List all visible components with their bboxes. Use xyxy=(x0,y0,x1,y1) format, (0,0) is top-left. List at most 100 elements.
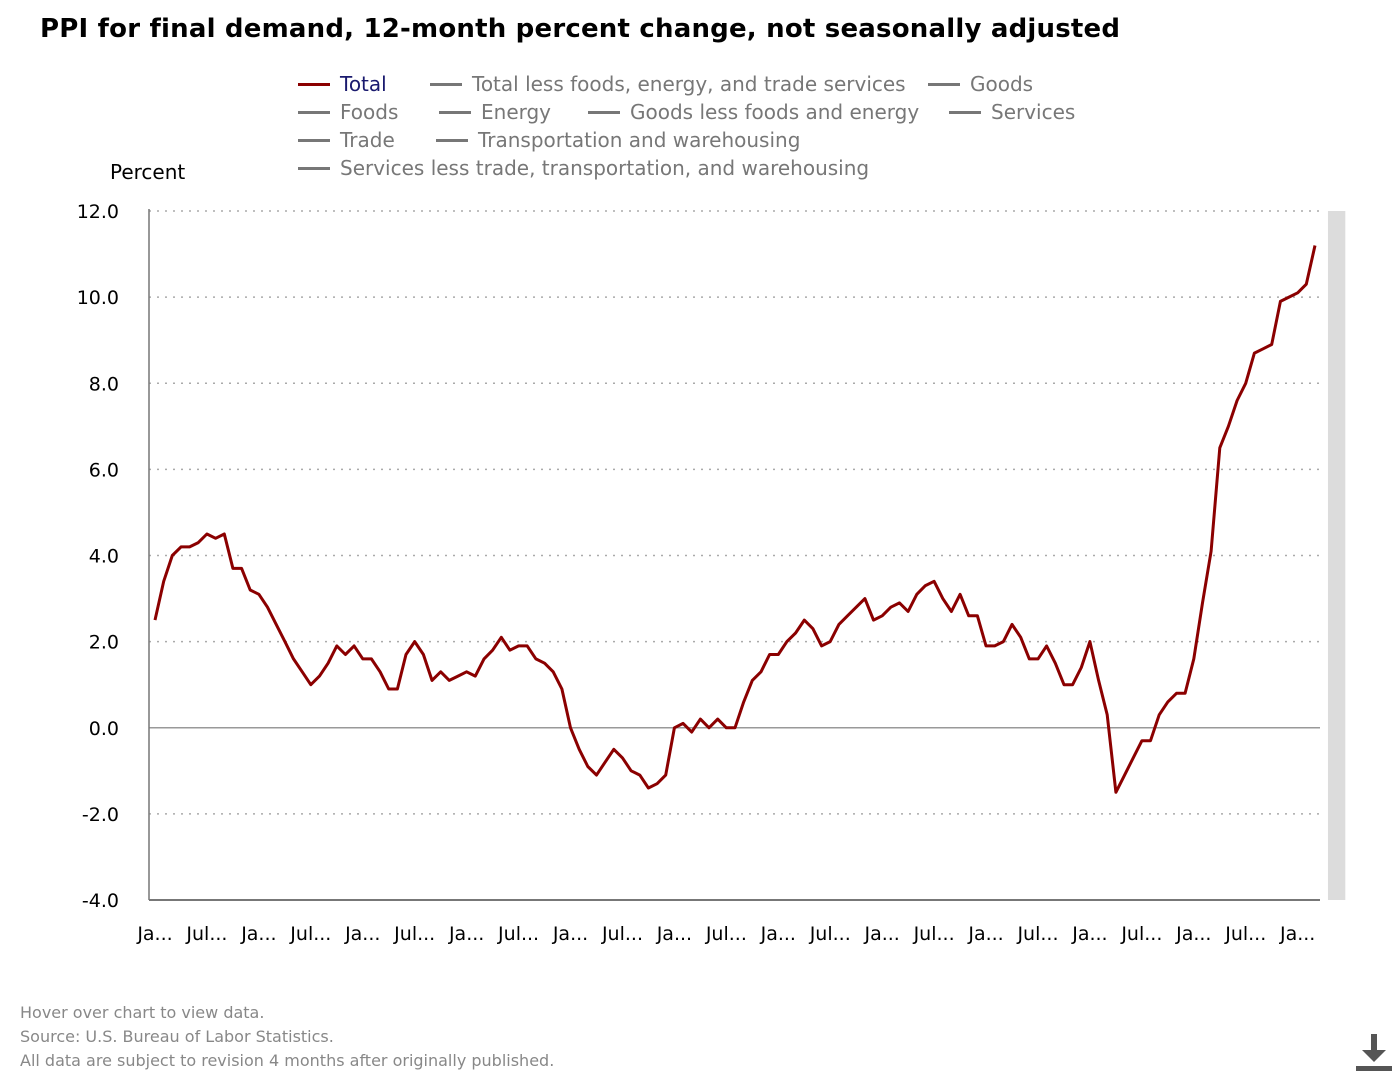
data-point xyxy=(230,565,236,571)
data-point xyxy=(827,639,833,645)
x-tick-label: Jul... xyxy=(497,923,539,945)
data-point xyxy=(1139,738,1145,744)
legend-item-services[interactable]: Services xyxy=(949,100,1075,124)
data-point xyxy=(611,746,617,752)
data-point xyxy=(1251,350,1257,356)
data-point xyxy=(871,617,877,623)
legend-item-transportation-warehousing[interactable]: Transportation and warehousing xyxy=(436,128,800,152)
x-tick-label: Ja... xyxy=(344,923,380,945)
data-point xyxy=(446,677,452,683)
x-tick-label: Jul... xyxy=(393,923,435,945)
data-point xyxy=(1208,548,1214,554)
data-point xyxy=(550,669,556,675)
data-point xyxy=(931,578,937,584)
data-point xyxy=(1000,639,1006,645)
data-point xyxy=(715,716,721,722)
legend-label: Services less trade, transportation, and… xyxy=(340,156,870,180)
x-tick-label: Ja... xyxy=(863,923,899,945)
data-point xyxy=(948,609,954,615)
data-point xyxy=(689,729,695,735)
legend-swatch xyxy=(588,110,620,114)
data-point xyxy=(472,673,478,679)
data-point xyxy=(291,656,297,662)
legend-label: Foods xyxy=(340,100,399,124)
data-point xyxy=(559,686,565,692)
data-point xyxy=(888,604,894,610)
data-point xyxy=(1269,342,1275,348)
data-point xyxy=(1200,600,1206,606)
data-point xyxy=(524,643,530,649)
x-tick-label: Jul... xyxy=(809,923,851,945)
x-tick-label: Ja... xyxy=(1279,923,1315,945)
data-point xyxy=(1174,690,1180,696)
download-icon[interactable] xyxy=(1352,1030,1396,1074)
x-tick-label: Ja... xyxy=(760,923,796,945)
legend-swatch xyxy=(298,110,330,114)
data-point xyxy=(1312,243,1318,249)
data-point xyxy=(905,609,911,615)
data-point xyxy=(862,596,868,602)
x-tick-label: Jul... xyxy=(289,923,331,945)
data-point xyxy=(1070,682,1076,688)
data-point xyxy=(1286,294,1292,300)
legend-item-total-less-foods-energy-trade[interactable]: Total less foods, energy, and trade serv… xyxy=(430,72,906,96)
data-point xyxy=(801,617,807,623)
legend-item-total[interactable]: Total xyxy=(298,72,387,96)
data-point xyxy=(810,626,816,632)
data-point xyxy=(1122,772,1128,778)
data-point xyxy=(576,746,582,752)
data-point xyxy=(1009,621,1015,627)
x-tick-label: Ja... xyxy=(552,923,588,945)
data-point xyxy=(793,630,799,636)
data-point xyxy=(1130,755,1136,761)
data-point xyxy=(775,652,781,658)
data-point xyxy=(602,759,608,765)
data-point xyxy=(239,565,245,571)
x-tick-label: Ja... xyxy=(448,923,484,945)
data-point xyxy=(671,725,677,731)
legend-swatch xyxy=(298,82,330,86)
data-point xyxy=(256,591,262,597)
data-point xyxy=(1303,281,1309,287)
data-point xyxy=(1052,660,1058,666)
legend-item-services-less-trade-transport[interactable]: Services less trade, transportation, and… xyxy=(298,156,869,180)
data-point xyxy=(1044,643,1050,649)
data-point xyxy=(784,639,790,645)
data-point xyxy=(1096,677,1102,683)
data-point xyxy=(585,764,591,770)
data-point xyxy=(213,535,219,541)
line-chart[interactable]: 12.0 10.0 8.0 6.0 4.0 2.0 0.0 -2.0 -4.0 Ja... Jul.… xyxy=(0,0,1400,1000)
data-point xyxy=(325,660,331,666)
x-tick-label: Ja... xyxy=(136,923,172,945)
data-point xyxy=(1087,639,1093,645)
legend-item-energy[interactable]: Energy xyxy=(439,100,551,124)
data-point xyxy=(1018,634,1024,640)
legend-label: Transportation and warehousing xyxy=(478,128,801,152)
series-line-total xyxy=(153,245,1317,794)
x-tick-label: Ja... xyxy=(1175,923,1211,945)
data-point xyxy=(386,686,392,692)
data-point xyxy=(1243,380,1249,386)
data-point xyxy=(455,673,461,679)
legend-label: Trade xyxy=(340,128,395,152)
x-tick-label: Ja... xyxy=(656,923,692,945)
data-point xyxy=(368,656,374,662)
data-point xyxy=(282,639,288,645)
data-point xyxy=(897,600,903,606)
data-point xyxy=(507,647,513,653)
x-tick-label: Jul... xyxy=(601,923,643,945)
legend-item-foods[interactable]: Foods xyxy=(298,100,398,124)
y-tick-label: -4.0 xyxy=(82,890,119,912)
data-point xyxy=(1165,699,1171,705)
legend-item-goods-less-foods-energy[interactable]: Goods less foods and energy xyxy=(588,100,919,124)
data-point xyxy=(620,755,626,761)
data-point xyxy=(533,656,539,662)
legend-item-trade[interactable]: Trade xyxy=(298,128,395,152)
data-point xyxy=(420,652,426,658)
x-tick-label: Ja... xyxy=(967,923,1003,945)
legend-item-goods[interactable]: Goods xyxy=(928,72,1033,96)
data-point xyxy=(922,583,928,589)
data-point xyxy=(438,669,444,675)
data-point xyxy=(273,621,279,627)
data-point xyxy=(940,596,946,602)
